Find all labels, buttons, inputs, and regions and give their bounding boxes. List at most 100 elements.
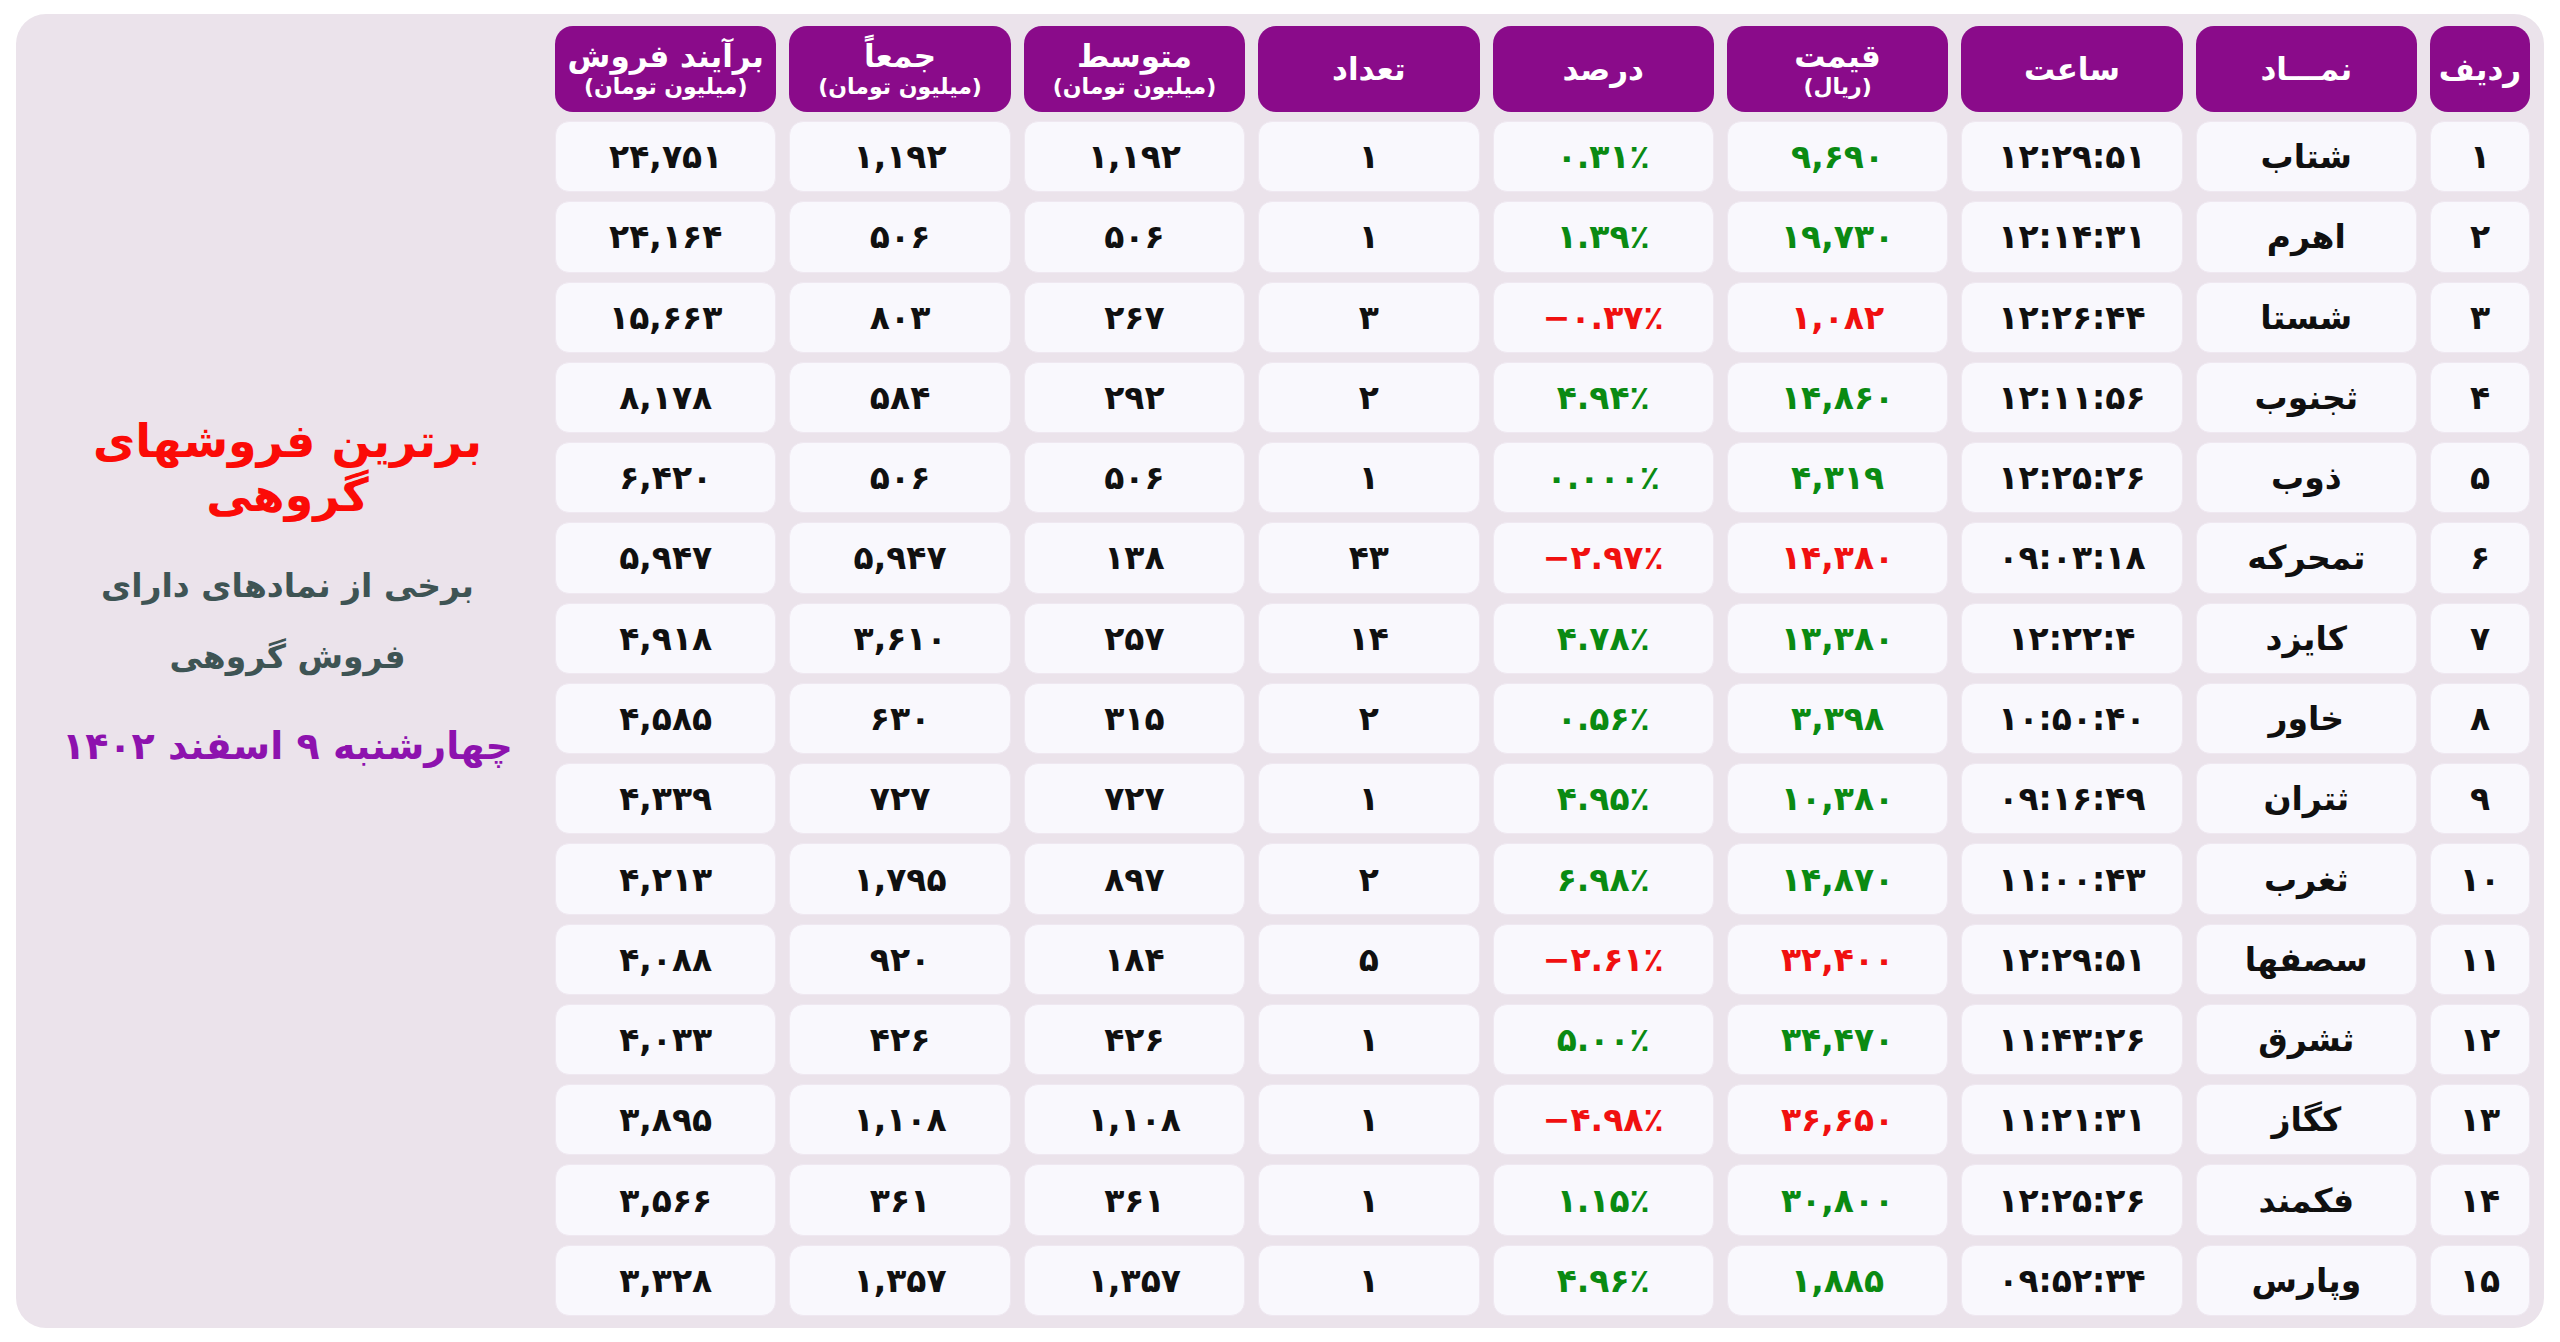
column-header-label: ساعت xyxy=(2024,51,2120,88)
cell-percent: ۴.۷۸٪ xyxy=(1493,603,1714,674)
cell-symbol: سصفها xyxy=(2196,924,2417,995)
cell-price: ۱۴,۸۶۰ xyxy=(1727,362,1948,433)
column-header-total: جمعاً (میلیون تومان) xyxy=(789,26,1010,112)
cell-price: ۳,۳۹۸ xyxy=(1727,683,1948,754)
cell-row-number: ۱۱ xyxy=(2430,924,2530,995)
cell-average: ۳۶۱ xyxy=(1024,1164,1245,1235)
cell-total: ۹۲۰ xyxy=(789,924,1010,995)
cell-row-number: ۲ xyxy=(2430,201,2530,272)
cell-total: ۳۶۱ xyxy=(789,1164,1010,1235)
cell-row-number: ۱۲ xyxy=(2430,1004,2530,1075)
cell-average: ۱۸۴ xyxy=(1024,924,1245,995)
cell-count: ۱ xyxy=(1258,442,1479,513)
cell-average: ۲۵۷ xyxy=(1024,603,1245,674)
cell-net-sales: ۴,۲۱۳ xyxy=(555,843,776,914)
cell-time: ۱۲:۲۶:۴۴ xyxy=(1961,282,2182,353)
cell-count: ۱ xyxy=(1258,763,1479,834)
cell-total: ۵۰۶ xyxy=(789,442,1010,513)
cell-symbol: ثشرق xyxy=(2196,1004,2417,1075)
column-header-count: تعداد xyxy=(1258,26,1479,112)
cell-row-number: ۳ xyxy=(2430,282,2530,353)
column-header-percent: درصد xyxy=(1493,26,1714,112)
cell-time: ۱۲:۱۴:۳۱ xyxy=(1961,201,2182,272)
cell-price: ۱,۸۸۵ xyxy=(1727,1245,1948,1316)
cell-percent: ۴.۹۴٪ xyxy=(1493,362,1714,433)
column-header-net: برآیند فروش (میلیون تومان) xyxy=(555,26,776,112)
column-header-sublabel: (میلیون تومان) xyxy=(818,74,982,100)
cell-net-sales: ۴,۵۸۵ xyxy=(555,683,776,754)
cell-percent: ۵.۰۰٪ xyxy=(1493,1004,1714,1075)
cell-percent: ۱.۱۵٪ xyxy=(1493,1164,1714,1235)
date-label: چهارشنبه ۹ اسفند ۱۴۰۲ xyxy=(62,724,513,768)
cell-count: ۱ xyxy=(1258,121,1479,192)
column-header-time: ساعت xyxy=(1961,26,2182,112)
cell-time: ۱۲:۲۲:۴ xyxy=(1961,603,2182,674)
cell-row-number: ۵ xyxy=(2430,442,2530,513)
column-header-row: ردیف xyxy=(2430,26,2530,112)
cell-price: ۱۴,۳۸۰ xyxy=(1727,522,1948,593)
cell-row-number: ۶ xyxy=(2430,522,2530,593)
cell-row-number: ۴ xyxy=(2430,362,2530,433)
cell-symbol: خاور xyxy=(2196,683,2417,754)
cell-price: ۱۳,۳۸۰ xyxy=(1727,603,1948,674)
cell-total: ۵,۹۴۷ xyxy=(789,522,1010,593)
cell-price: ۳۴,۴۷۰ xyxy=(1727,1004,1948,1075)
cell-count: ۱ xyxy=(1258,1164,1479,1235)
cell-average: ۵۰۶ xyxy=(1024,442,1245,513)
cell-average: ۱,۳۵۷ xyxy=(1024,1245,1245,1316)
cell-net-sales: ۳,۸۹۵ xyxy=(555,1084,776,1155)
cell-price: ۱,۰۸۲ xyxy=(1727,282,1948,353)
cell-time: ۰۹:۱۶:۴۹ xyxy=(1961,763,2182,834)
cell-time: ۱۰:۵۰:۴۰ xyxy=(1961,683,2182,754)
column-header-symbol: نمـــاد xyxy=(2196,26,2417,112)
column-header-label: ردیف xyxy=(2439,51,2521,88)
cell-percent: ۱.۳۹٪ xyxy=(1493,201,1714,272)
cell-total: ۱,۷۹۵ xyxy=(789,843,1010,914)
cell-total: ۵۸۴ xyxy=(789,362,1010,433)
cell-net-sales: ۵,۹۴۷ xyxy=(555,522,776,593)
cell-percent: ۰.۳۱٪ xyxy=(1493,121,1714,192)
cell-price: ۹,۶۹۰ xyxy=(1727,121,1948,192)
cell-count: ۱۴ xyxy=(1258,603,1479,674)
cell-time: ۱۲:۱۱:۵۶ xyxy=(1961,362,2182,433)
cell-row-number: ۷ xyxy=(2430,603,2530,674)
cell-average: ۴۲۶ xyxy=(1024,1004,1245,1075)
cell-symbol: فکمند xyxy=(2196,1164,2417,1235)
cell-total: ۷۲۷ xyxy=(789,763,1010,834)
cell-average: ۲۹۲ xyxy=(1024,362,1245,433)
column-header-label: نمـــاد xyxy=(2260,51,2352,88)
cell-row-number: ۱ xyxy=(2430,121,2530,192)
cell-time: ۱۲:۲۵:۲۶ xyxy=(1961,1164,2182,1235)
cell-total: ۱,۱۰۸ xyxy=(789,1084,1010,1155)
cell-percent: ۴.۹۶٪ xyxy=(1493,1245,1714,1316)
cell-count: ۳ xyxy=(1258,282,1479,353)
cell-count: ۲ xyxy=(1258,843,1479,914)
cell-percent: ۰.۵۶٪ xyxy=(1493,683,1714,754)
cell-symbol: تمحرکه xyxy=(2196,522,2417,593)
cell-percent: ۴.۹۵٪ xyxy=(1493,763,1714,834)
column-header-label: برآیند فروش xyxy=(568,38,764,75)
cell-average: ۱,۱۰۸ xyxy=(1024,1084,1245,1155)
cell-time: ۱۱:۰۰:۴۳ xyxy=(1961,843,2182,914)
cell-price: ۱۰,۳۸۰ xyxy=(1727,763,1948,834)
cell-net-sales: ۳,۳۲۸ xyxy=(555,1245,776,1316)
cell-average: ۸۹۷ xyxy=(1024,843,1245,914)
cell-price: ۴,۳۱۹ xyxy=(1727,442,1948,513)
cell-net-sales: ۴,۰۸۸ xyxy=(555,924,776,995)
column-header-avg: متوسط (میلیون تومان) xyxy=(1024,26,1245,112)
cell-average: ۳۱۵ xyxy=(1024,683,1245,754)
cell-price: ۳۲,۴۰۰ xyxy=(1727,924,1948,995)
cell-count: ۴۳ xyxy=(1258,522,1479,593)
cell-time: ۱۲:۲۵:۲۶ xyxy=(1961,442,2182,513)
cell-row-number: ۱۵ xyxy=(2430,1245,2530,1316)
cell-total: ۴۲۶ xyxy=(789,1004,1010,1075)
column-header-label: متوسط xyxy=(1077,38,1192,75)
cell-price: ۱۴,۸۷۰ xyxy=(1727,843,1948,914)
cell-count: ۱ xyxy=(1258,1245,1479,1316)
cell-row-number: ۸ xyxy=(2430,683,2530,754)
cell-count: ۱ xyxy=(1258,1084,1479,1155)
cell-row-number: ۹ xyxy=(2430,763,2530,834)
subtitle-line1: برخی از نمادهای دارای xyxy=(101,566,474,605)
title-block: برترین فروشهای گروهی برخی از نمادهای دار… xyxy=(30,26,545,1316)
cell-net-sales: ۸,۱۷۸ xyxy=(555,362,776,433)
